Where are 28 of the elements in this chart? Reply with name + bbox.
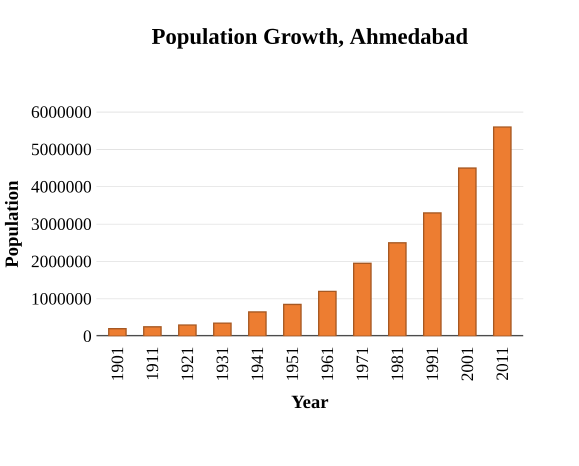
y-tick-label: 3000000 (32, 218, 92, 230)
x-tick-label: 2001 (461, 348, 474, 381)
bar (422, 212, 442, 336)
y-tick-label: 1000000 (32, 293, 92, 305)
x-tick-label: 1951 (286, 348, 298, 380)
x-tick-label: 1921 (182, 348, 194, 380)
x-tick-label: 1941 (252, 348, 264, 380)
x-tick-label: 1901 (112, 348, 124, 380)
y-axis-title: Population (4, 181, 22, 268)
chart-title: Population Growth, Ahmedabad (152, 28, 468, 49)
bar (353, 262, 372, 336)
bar (492, 126, 512, 336)
x-tick-label: 1981 (391, 348, 404, 380)
x-axis-title: Year (292, 396, 328, 408)
y-tick-label: 2000000 (32, 256, 92, 268)
bar (388, 242, 407, 336)
x-tick-label: 1961 (322, 348, 334, 380)
y-tick-label: 0 (84, 330, 92, 342)
x-tick-label: 2011 (496, 348, 508, 380)
bar (458, 168, 477, 336)
x-tick-label: 1931 (216, 348, 228, 380)
bar (318, 290, 337, 336)
x-tick-label: 1911 (146, 348, 158, 380)
y-tick-label: 6000000 (32, 106, 92, 118)
x-tick-label: 1971 (356, 348, 368, 380)
x-tick-label: 1991 (426, 348, 438, 380)
y-tick-label: 4000000 (31, 181, 92, 193)
y-tick-label: 5000000 (32, 144, 92, 156)
